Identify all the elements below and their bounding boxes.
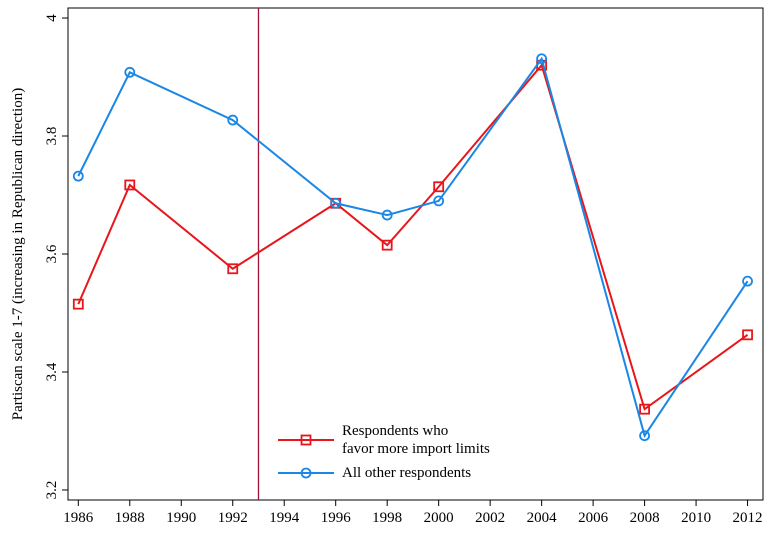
- y-tick-label: 3.2: [44, 481, 60, 500]
- legend-swatch: [278, 467, 334, 479]
- marker: [72, 298, 84, 310]
- marker: [227, 114, 239, 126]
- x-tick-label: 2004: [527, 510, 558, 526]
- x-tick-label: 2010: [681, 510, 711, 526]
- marker: [433, 181, 445, 193]
- marker: [124, 179, 136, 191]
- marker: [742, 329, 753, 341]
- series-line: [77, 63, 749, 411]
- x-tick-label: 2000: [424, 510, 454, 526]
- y-tick-label: 3.4: [44, 362, 60, 381]
- y-tick-label: 4: [44, 14, 60, 22]
- legend-item: All other respondents: [278, 464, 490, 482]
- legend: Respondents who favor more import limits…: [278, 422, 490, 488]
- x-tick-label: 2008: [630, 510, 660, 526]
- x-tick-label: 1992: [218, 510, 248, 526]
- y-tick-label: 3.6: [44, 244, 60, 263]
- marker: [381, 209, 393, 221]
- marker: [536, 53, 548, 65]
- legend-swatch: [278, 434, 334, 446]
- legend-label: All other respondents: [342, 465, 472, 481]
- x-tick-label: 1994: [269, 510, 300, 526]
- legend-item: Respondents who favor more import limits: [278, 422, 490, 458]
- x-tick-label: 2012: [733, 510, 763, 526]
- marker: [433, 195, 445, 207]
- x-tick-label: 1986: [63, 510, 94, 526]
- marker: [227, 263, 239, 275]
- marker: [330, 197, 342, 209]
- marker: [72, 170, 84, 182]
- y-tick-label: 3.8: [44, 127, 60, 146]
- marker: [124, 66, 136, 78]
- legend-label: Respondents who favor more import limits: [342, 423, 490, 457]
- x-tick-label: 1996: [321, 510, 352, 526]
- x-tick-label: 1998: [372, 510, 402, 526]
- marker: [300, 434, 312, 446]
- x-tick-label: 1990: [166, 510, 196, 526]
- series-line: [77, 56, 749, 439]
- marker: [381, 239, 393, 251]
- marker: [742, 275, 753, 287]
- marker: [639, 430, 650, 442]
- marker: [639, 403, 650, 415]
- x-tick-label: 2006: [578, 510, 609, 526]
- y-axis-label: Partiscan scale 1-7 (increasing in Repub…: [10, 88, 26, 420]
- marker: [300, 467, 312, 479]
- x-tick-label: 2002: [475, 510, 505, 526]
- x-tick-label: 1988: [115, 510, 145, 526]
